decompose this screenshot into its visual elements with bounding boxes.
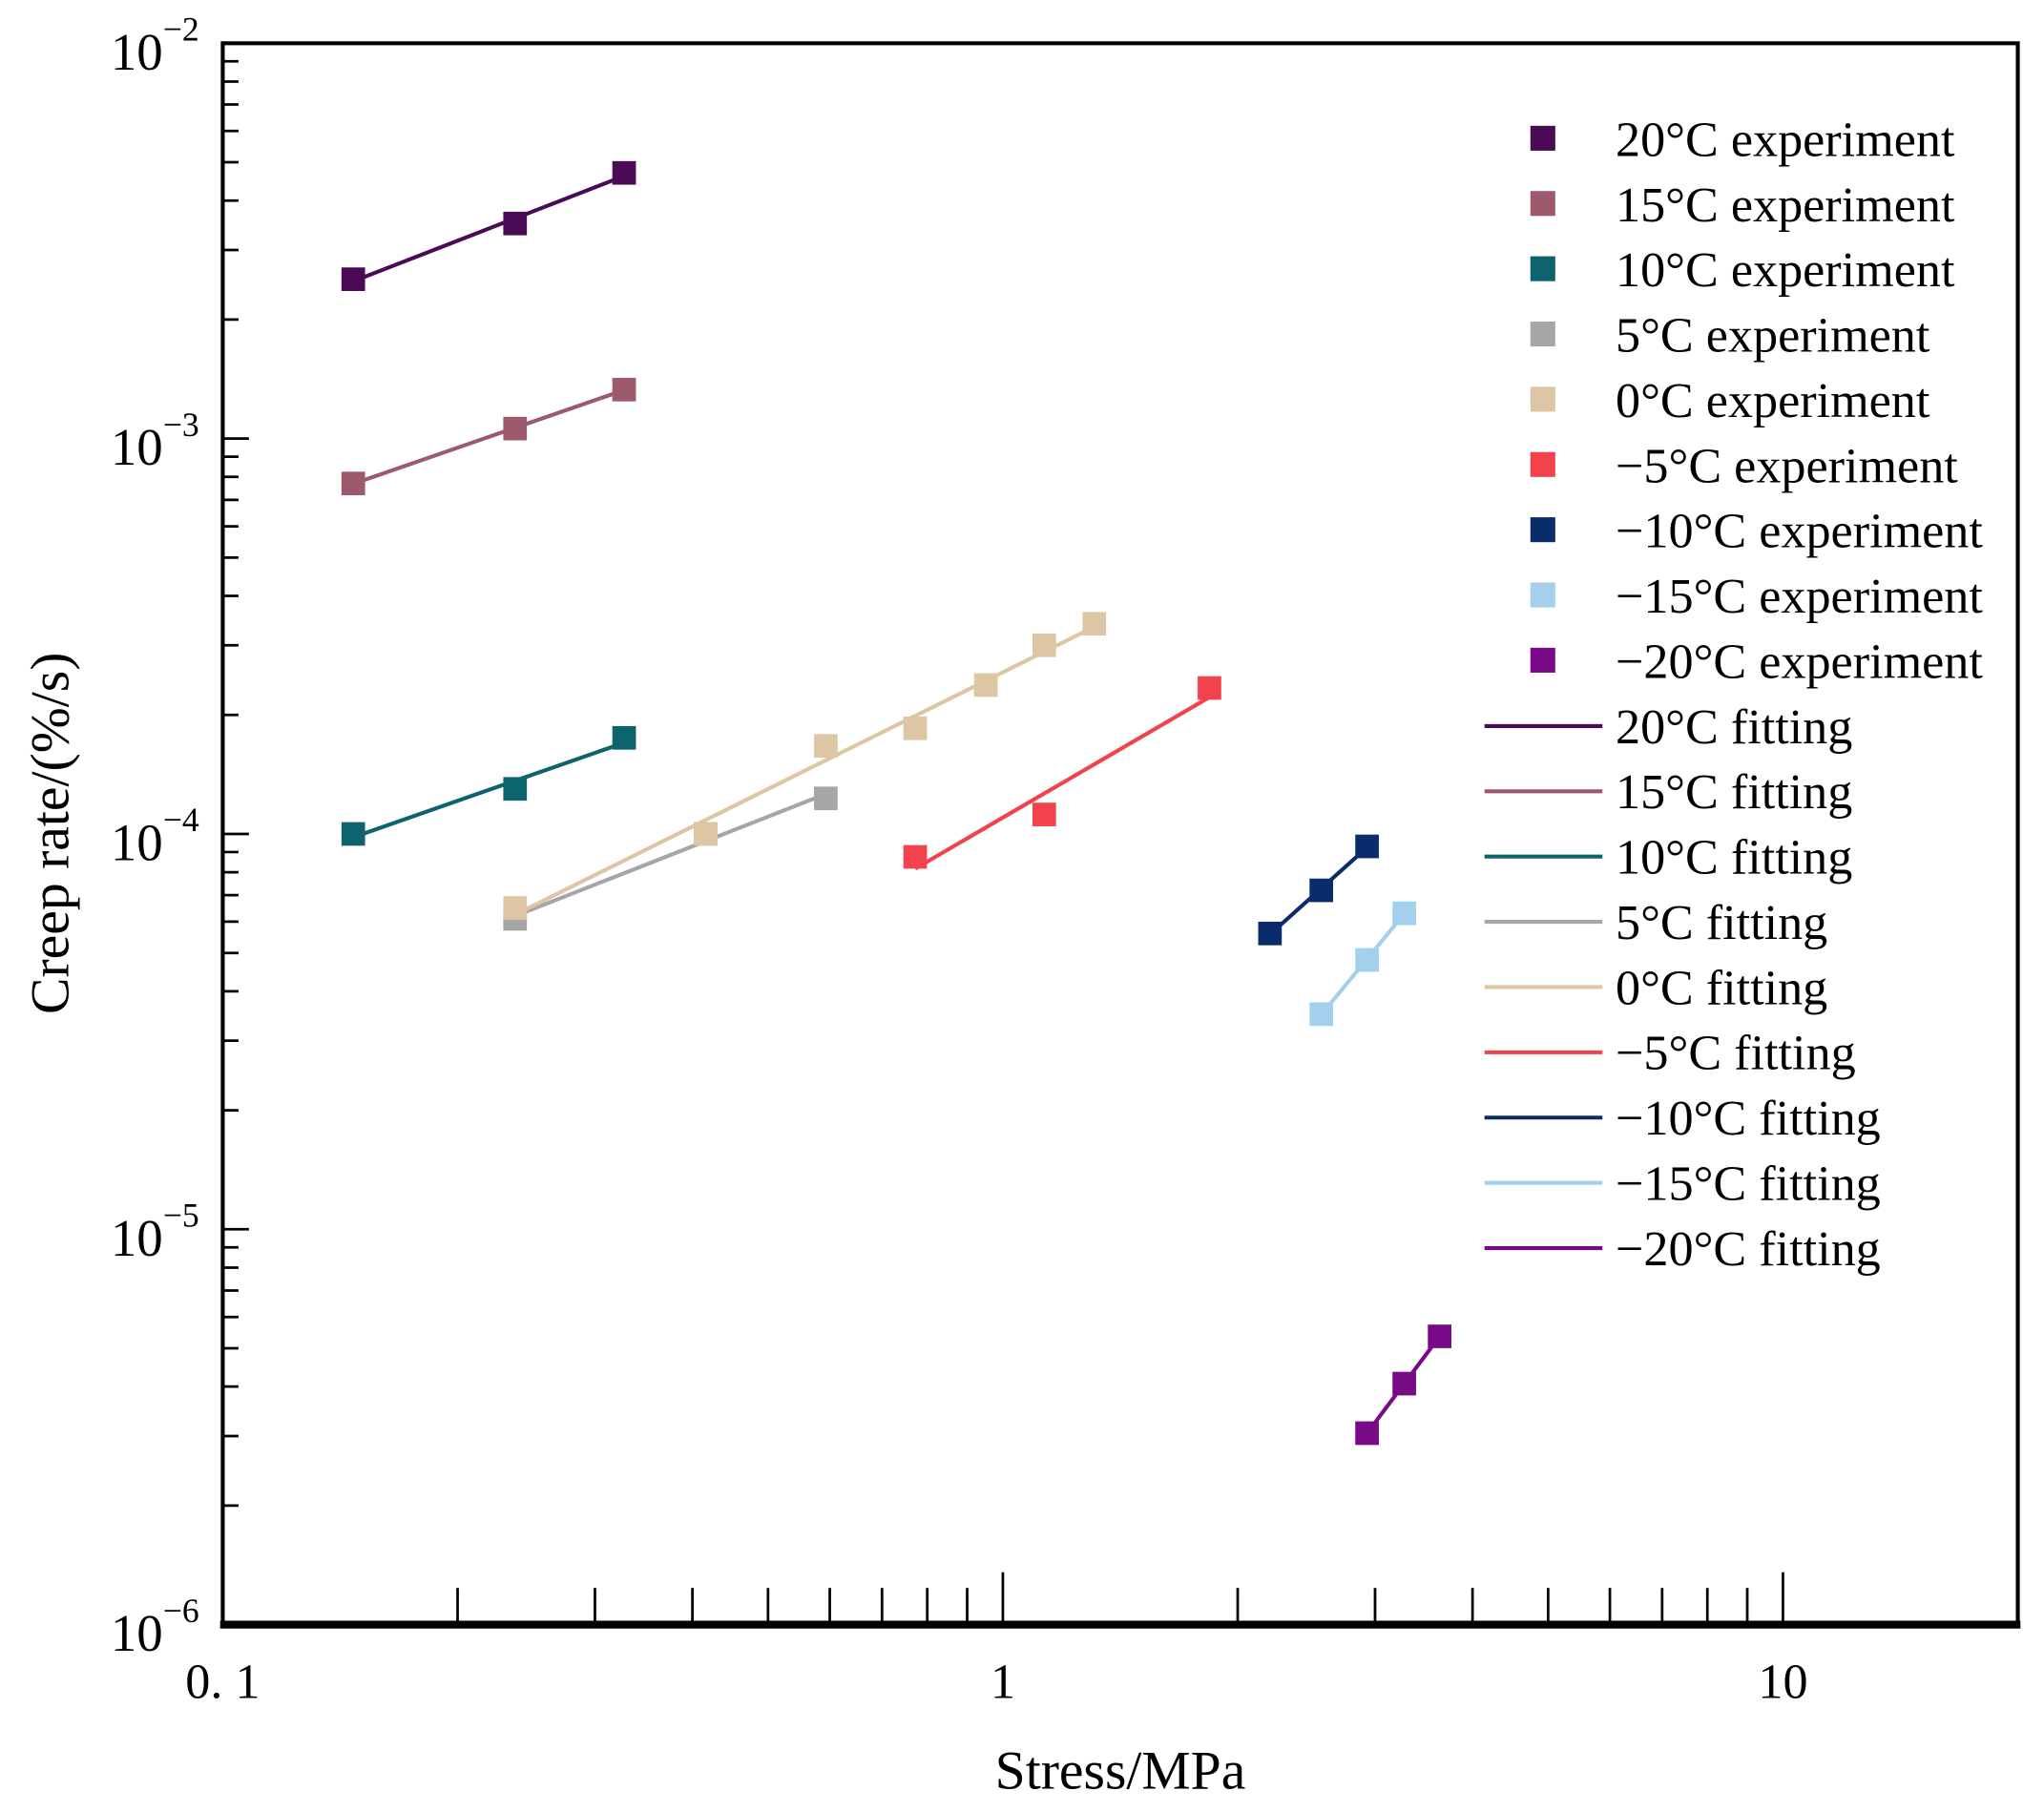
legend-marker bbox=[1530, 647, 1555, 673]
legend-marker bbox=[1530, 386, 1555, 412]
data-point bbox=[503, 896, 528, 920]
legend-label-experiment: −10°C experiment bbox=[1616, 505, 1983, 559]
fit-line bbox=[352, 174, 625, 283]
data-point bbox=[1198, 676, 1221, 700]
y-axis-title: Creep rate/(%/s) bbox=[20, 653, 80, 1014]
legend-label-fitting: 5°C fitting bbox=[1616, 896, 1827, 950]
legend-label-fitting: 20°C fitting bbox=[1616, 700, 1852, 755]
data-point bbox=[503, 777, 528, 802]
legend-label-fitting: −15°C fitting bbox=[1616, 1156, 1881, 1211]
data-point bbox=[903, 716, 928, 740]
fit-line bbox=[352, 387, 625, 486]
y-tick-label: 10−2 bbox=[111, 10, 199, 81]
data-point bbox=[341, 471, 365, 496]
fit-line bbox=[914, 695, 1211, 871]
legend-label-experiment: 0°C experiment bbox=[1616, 374, 1930, 428]
data-point bbox=[1428, 1324, 1452, 1348]
y-tick-label: 10−3 bbox=[111, 406, 199, 476]
data-points bbox=[341, 160, 1452, 1446]
legend-label-experiment: −20°C experiment bbox=[1616, 635, 1983, 689]
legend-label-experiment: 20°C experiment bbox=[1616, 113, 1955, 167]
x-axis-title: Stress/MPa bbox=[995, 1740, 1246, 1801]
data-point bbox=[341, 267, 365, 291]
data-point bbox=[1032, 802, 1056, 826]
data-point bbox=[1032, 633, 1056, 657]
data-point bbox=[1258, 921, 1283, 946]
data-point bbox=[503, 416, 528, 441]
legend-label-fitting: 15°C fitting bbox=[1616, 765, 1852, 820]
data-point bbox=[612, 160, 636, 185]
data-point bbox=[694, 822, 718, 846]
legend: 20°C experiment 20°C fitting 15°C experime… bbox=[1484, 113, 1983, 1277]
data-point bbox=[1309, 1002, 1334, 1027]
y-tick-label: 10−5 bbox=[111, 1197, 199, 1267]
fit-line bbox=[513, 625, 1095, 917]
data-point bbox=[903, 844, 928, 869]
data-point bbox=[503, 211, 528, 236]
legend-marker bbox=[1530, 582, 1555, 608]
y-tick-label: 10−6 bbox=[111, 1592, 199, 1662]
legend-label-experiment: 10°C experiment bbox=[1616, 243, 1955, 298]
x-tick-label: 1 bbox=[991, 1656, 1015, 1710]
x-tick-label: 0. 1 bbox=[185, 1656, 260, 1710]
legend-marker bbox=[1530, 517, 1555, 543]
legend-label-fitting: −10°C fitting bbox=[1616, 1092, 1881, 1146]
legend-label-experiment: 5°C experiment bbox=[1616, 309, 1930, 364]
legend-marker bbox=[1530, 451, 1555, 477]
data-point bbox=[973, 673, 998, 698]
legend-label-experiment: −5°C experiment bbox=[1616, 439, 1958, 493]
data-point bbox=[1355, 948, 1379, 972]
fit-line bbox=[352, 740, 625, 840]
axis-ticks bbox=[221, 59, 2019, 1627]
data-point bbox=[612, 377, 636, 402]
legend-marker bbox=[1530, 321, 1555, 347]
data-point bbox=[814, 734, 838, 759]
legend-label-experiment: −15°C experiment bbox=[1616, 570, 1983, 624]
data-point bbox=[612, 725, 636, 750]
legend-label-experiment: 15°C experiment bbox=[1616, 178, 1955, 233]
data-point bbox=[1392, 901, 1416, 926]
legend-marker bbox=[1530, 191, 1555, 217]
data-point bbox=[1355, 1421, 1379, 1446]
data-point bbox=[341, 822, 365, 846]
data-point bbox=[1392, 1371, 1416, 1396]
legend-label-fitting: 10°C fitting bbox=[1616, 831, 1852, 885]
data-point bbox=[814, 786, 838, 811]
data-point bbox=[1355, 834, 1379, 859]
fit-line bbox=[514, 792, 827, 918]
fit-lines bbox=[352, 174, 1442, 1435]
legend-label-fitting: −20°C fitting bbox=[1616, 1222, 1881, 1277]
data-point bbox=[1309, 878, 1334, 903]
data-point bbox=[1082, 612, 1107, 636]
legend-label-fitting: 0°C fitting bbox=[1616, 961, 1827, 1015]
legend-label-fitting: −5°C fitting bbox=[1616, 1027, 1856, 1081]
y-tick-label: 10−4 bbox=[111, 801, 199, 871]
x-tick-label: 10 bbox=[1758, 1656, 1807, 1710]
legend-marker bbox=[1530, 125, 1555, 151]
legend-marker bbox=[1530, 256, 1555, 281]
tick-labels: 0. 1 1 10 10−6 10−5 10−4 10−3 10−2 bbox=[111, 10, 1808, 1710]
